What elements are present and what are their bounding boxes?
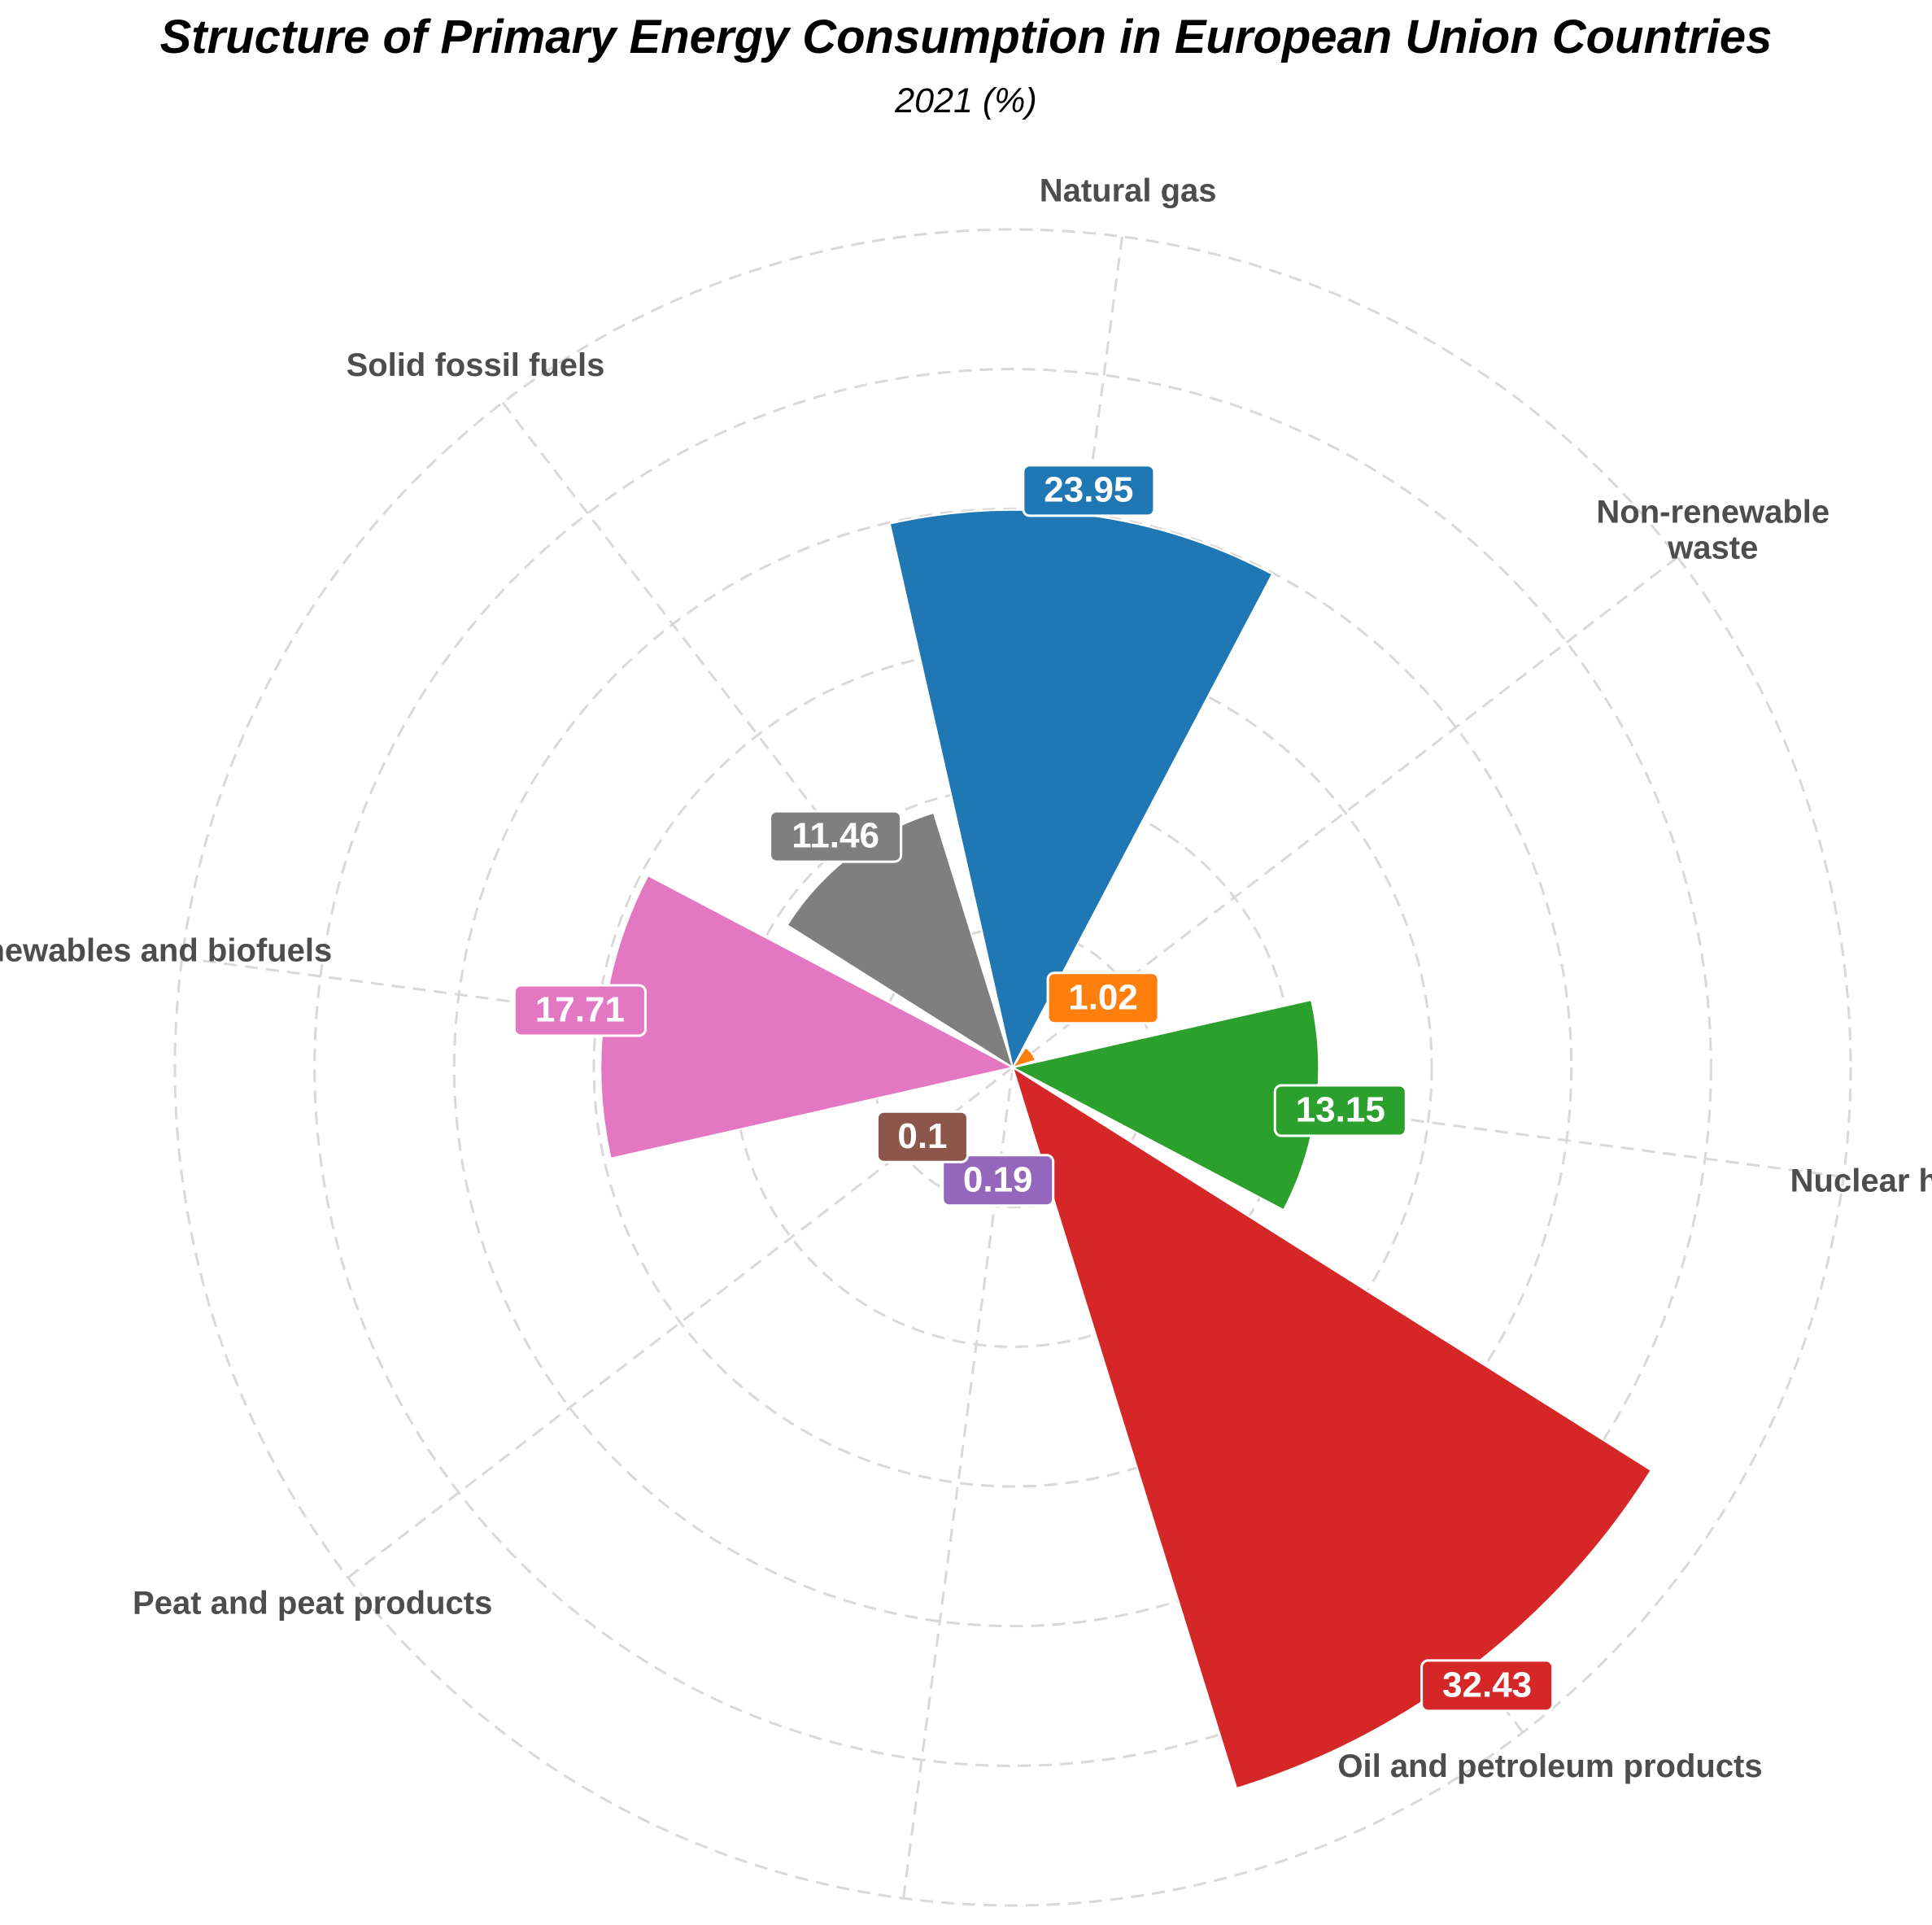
value-label-box bbox=[1273, 1084, 1407, 1137]
value-label-peat-and-peat-products: 0.1 bbox=[875, 1110, 969, 1163]
value-label-text: 0.19 bbox=[963, 1159, 1033, 1199]
chart-subtitle: 2021 (%) bbox=[895, 81, 1037, 120]
value-label-solid-fossil-fuels: 11.46 bbox=[769, 810, 903, 863]
bar-non-renewable-waste[interactable] bbox=[1010, 1045, 1037, 1069]
value-label-box bbox=[769, 810, 903, 863]
value-label-text: 0.1 bbox=[897, 1116, 947, 1156]
category-label-natural-gas: Natural gas bbox=[1040, 172, 1217, 208]
value-label-box bbox=[1420, 1659, 1555, 1713]
value-labels: 23.95 1.02 13.15 32.43 0.19 0.1 17.71 11.46 bbox=[512, 464, 1555, 1713]
category-label-oil-and-petroleum-products: Oil and petroleum products bbox=[1337, 1748, 1762, 1783]
value-label-text: 13.15 bbox=[1296, 1090, 1385, 1130]
value-label-text: 17.71 bbox=[535, 990, 625, 1030]
value-label-text: 11.46 bbox=[792, 816, 879, 856]
value-label-box bbox=[1046, 971, 1160, 1025]
value-label-text: 32.43 bbox=[1442, 1665, 1532, 1705]
value-label-text: 1.02 bbox=[1068, 977, 1138, 1017]
bar-oil-and-petroleum-products[interactable] bbox=[1011, 1065, 1653, 1790]
category-label-solid-fossil-fuels: Solid fossil fuels bbox=[347, 347, 605, 383]
grid-ring bbox=[173, 228, 1852, 1907]
value-label-box bbox=[941, 1154, 1055, 1207]
value-label-oil-shale-and-oil-sands: 0.19 bbox=[941, 1154, 1055, 1207]
value-label-box bbox=[1022, 464, 1156, 517]
bars bbox=[600, 509, 1653, 1790]
value-label-nuclear-heat: 13.15 bbox=[1273, 1084, 1407, 1137]
grid-ring bbox=[452, 507, 1573, 1628]
value-label-oil-and-petroleum-products: 32.43 bbox=[1420, 1659, 1555, 1713]
category-label-non-renewable-waste: Non-renewable waste bbox=[1596, 494, 1830, 565]
value-label-text: 23.95 bbox=[1044, 470, 1133, 510]
value-label-renewables-and-biofuels: 17.71 bbox=[512, 984, 647, 1037]
category-label-peat-and-peat-products: Peat and peat products bbox=[133, 1585, 492, 1621]
value-label-box bbox=[512, 984, 647, 1037]
value-label-natural-gas: 23.95 bbox=[1022, 464, 1156, 517]
category-label-oil-shale-and-oil-sands: Oil shale and oil sands bbox=[722, 1923, 1074, 1925]
category-label-nuclear-heat: Nuclear heat bbox=[1790, 1163, 1932, 1198]
chart-title: Structure of Primary Energy Consumption … bbox=[159, 11, 1773, 63]
value-label-box bbox=[875, 1110, 969, 1163]
grid-ring bbox=[313, 368, 1712, 1767]
category-label-renewables-and-biofuels: Renewables and biofuels bbox=[0, 932, 332, 968]
value-label-non-renewable-waste: 1.02 bbox=[1046, 971, 1160, 1025]
